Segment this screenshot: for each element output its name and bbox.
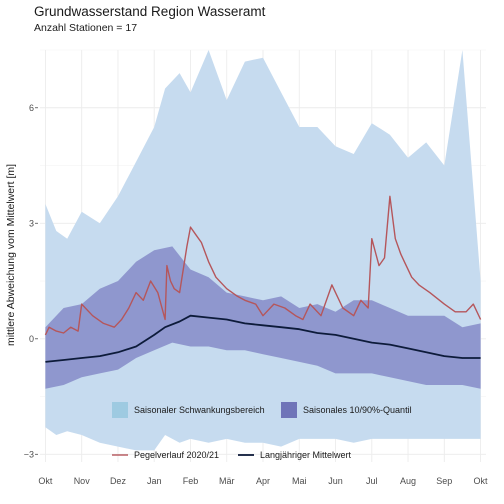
chart-title: Grundwasserstand Region Wasseramt xyxy=(34,4,266,19)
x-tick-label: Dez xyxy=(110,476,127,486)
x-tick-label: Apr xyxy=(256,476,270,486)
line-mittelwert xyxy=(45,314,481,363)
legend-label-pegel: Pegelverlauf 2020/21 xyxy=(134,450,219,460)
y-axis-ticks: −3 0 3 6 xyxy=(24,103,38,459)
band-schwankungsbereich xyxy=(45,50,481,451)
chart-subtitle: Anzahl Stationen = 17 xyxy=(34,22,138,34)
legend-label-range: Saisonaler Schwankungsbereich xyxy=(134,405,265,415)
bands-layer xyxy=(45,50,481,451)
y-axis-label: mittlere Abweichung vom Mittelwert [m] xyxy=(5,164,17,346)
y-tick-label: 3 xyxy=(29,218,34,228)
x-tick-label: Jun xyxy=(328,476,343,486)
band-quantil xyxy=(45,246,481,389)
lines-layer xyxy=(44,195,482,363)
legend-label-quantile: Saisonales 10/90%-Quantil xyxy=(303,405,412,415)
legend-label-mean: Langjähriger Mittelwert xyxy=(260,450,352,460)
legend-swatch-quantile xyxy=(281,402,297,418)
x-tick-label: Jan xyxy=(147,476,162,486)
x-tick-label: Jul xyxy=(366,476,378,486)
x-tick-label: Feb xyxy=(183,476,199,486)
y-tick-label: −3 xyxy=(24,449,34,459)
x-axis-ticks: Okt Nov Dez Jan Feb Mär Apr Mai Jun Jul Aug Sep Okt xyxy=(38,476,488,486)
x-tick-label: Okt xyxy=(474,476,489,486)
x-tick-label: Aug xyxy=(400,476,416,486)
y-tick-label: 0 xyxy=(29,334,34,344)
x-tick-label: Mai xyxy=(292,476,307,486)
legend-swatch-range xyxy=(112,402,128,418)
x-tick-label: Sep xyxy=(436,476,452,486)
x-tick-label: Okt xyxy=(38,476,53,486)
y-tick-label: 6 xyxy=(29,103,34,113)
legend: Saisonaler Schwankungsbereich Saisonales… xyxy=(112,402,412,460)
x-tick-label: Mär xyxy=(219,476,235,486)
x-tick-label: Nov xyxy=(74,476,91,486)
line-pegelverlauf xyxy=(44,195,482,336)
